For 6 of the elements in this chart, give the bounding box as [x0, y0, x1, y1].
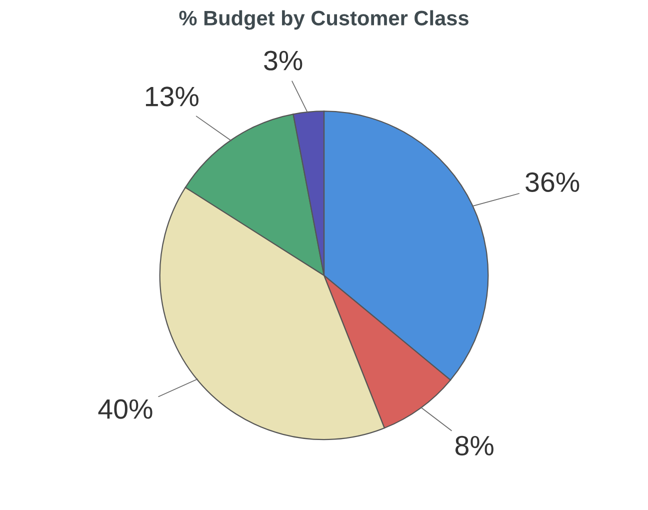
data-label: 8%: [455, 436, 494, 456]
data-label: 13%: [146, 86, 198, 106]
data-label: 40%: [98, 399, 152, 419]
chart-title: % Budget by Customer Class: [179, 10, 468, 30]
data-label: 3%: [264, 50, 302, 70]
data-label: 36%: [526, 172, 580, 192]
